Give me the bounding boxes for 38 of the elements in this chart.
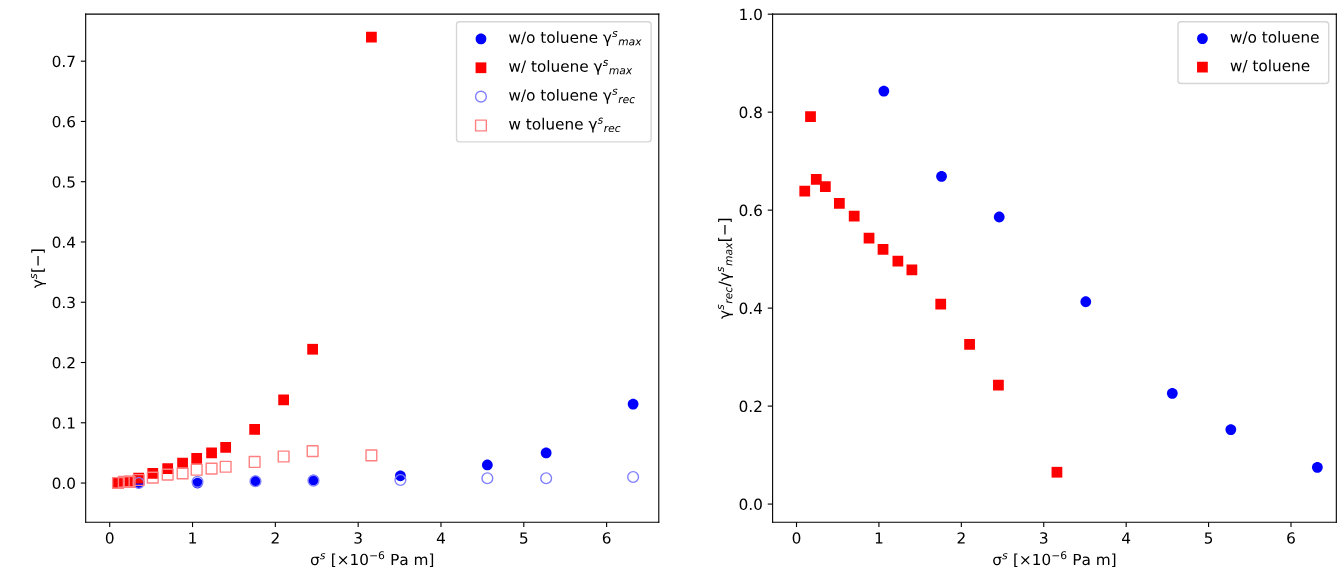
legend-label: w/ toluene γ$^{s}$$_{max}$: [509, 59, 633, 75]
x-tick-label: 1: [875, 532, 883, 544]
x-tick-label: 6: [602, 532, 611, 544]
x-tick-label: 0: [105, 532, 114, 544]
x-tick-label: 4: [436, 532, 445, 544]
x-tick-label: 6: [1287, 532, 1295, 544]
legend-label: w toluene γ$^{s}$$_{rec}$: [509, 117, 621, 133]
x-tick-label: 5: [1204, 532, 1213, 544]
y-tick-label: 1.0: [740, 8, 762, 21]
y-tick-label: 0.4: [739, 302, 763, 315]
x-tick-label: 3: [354, 532, 362, 544]
x-tick-label: 2: [271, 532, 279, 544]
y-tick-label: 0.5: [52, 176, 75, 188]
y-tick-label: 0.4: [52, 236, 76, 248]
y-tick-label: 0.8: [739, 106, 762, 119]
y-tick-label: 0.1: [52, 417, 75, 429]
legend-label: w/o toluene γ$^{s}$$_{rec}$: [509, 88, 635, 104]
y-tick-label: 0.6: [739, 204, 762, 217]
legend-label: w/o toluene γ$^{s}$$_{max}$: [509, 30, 642, 46]
x-axis-title: σ$^{s}$ [×10$^{−6}$ Pa m]: [310, 551, 434, 567]
legend-label: w/ toluene: [1230, 59, 1310, 73]
x-tick-label: 4: [1122, 532, 1131, 544]
x-axis-title: σ$^{s}$ [×10$^{−6}$ Pa m]: [993, 551, 1116, 567]
y-tick-label: 0.6: [52, 115, 76, 128]
y-tick-label: 0.2: [52, 356, 75, 369]
y-tick-label: 0.2: [739, 400, 762, 413]
y-tick-label: 0.0: [739, 498, 762, 511]
y-tick-label: 0.0: [52, 477, 75, 490]
y-axis-title: γ$^{s}$$_{rec}$/γ$^{s}$$_{max}$[−]: [717, 218, 733, 319]
x-tick-label: 5: [520, 532, 528, 544]
x-tick-label: 3: [1040, 532, 1048, 544]
y-tick-label: 0.3: [52, 296, 75, 309]
y-axis-title: γ$^{s}$[−]: [31, 249, 47, 288]
x-tick-label: 2: [957, 532, 965, 544]
y-tick-label: 0.7: [52, 55, 75, 68]
x-tick-label: 1: [189, 532, 196, 544]
legend-label: w/o toluene: [1230, 30, 1319, 45]
x-tick-label: 0: [792, 532, 801, 544]
